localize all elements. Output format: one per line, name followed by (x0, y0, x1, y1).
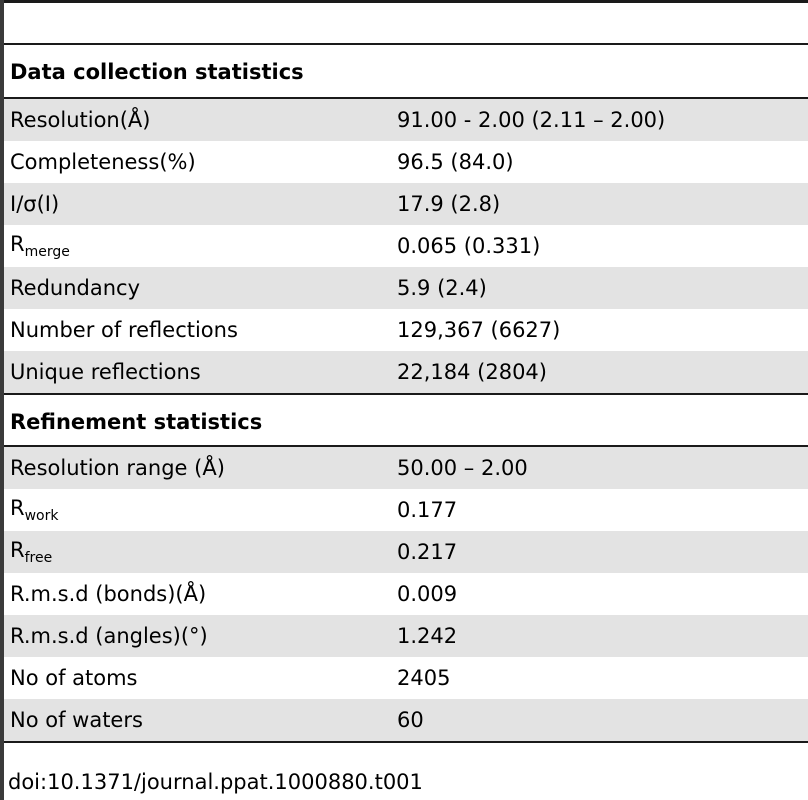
row-label-text: R (10, 496, 25, 520)
row-label-text: R.m.s.d (angles)(°) (10, 624, 208, 648)
row-value: 5.9 (2.4) (397, 276, 487, 300)
table-row: Rwork 0.177 (4, 489, 808, 531)
statistics-table: Data collection statistics Resolution(Å)… (4, 45, 808, 743)
row-value: 0.177 (397, 498, 458, 522)
row-label-text: R (10, 232, 25, 256)
row-label: Resolution(Å) (4, 108, 397, 132)
row-label-text: Redundancy (10, 276, 140, 300)
table-row: R.m.s.d (angles)(°) 1.242 (4, 615, 808, 657)
left-border (0, 0, 4, 800)
section-title-refinement: Refinement statistics (4, 393, 808, 447)
row-label-text: Number of reflections (10, 318, 238, 342)
table-row: Resolution(Å) 91.00 - 2.00 (2.11 – 2.00) (4, 99, 808, 141)
row-label: I/σ(I) (4, 192, 397, 216)
row-label-text: I/σ(I) (10, 192, 60, 216)
table-row: Unique reflections 22,184 (2804) (4, 351, 808, 393)
row-label-text: Resolution range (Å) (10, 456, 225, 480)
table-row: I/σ(I) 17.9 (2.8) (4, 183, 808, 225)
table-row: R.m.s.d (bonds)(Å) 0.009 (4, 573, 808, 615)
row-label: Resolution range (Å) (4, 456, 397, 480)
row-label: No of waters (4, 708, 397, 732)
section-title-data-collection: Data collection statistics (4, 45, 808, 99)
row-label: No of atoms (4, 666, 397, 690)
row-label: Redundancy (4, 276, 397, 300)
table-row: Rmerge 0.065 (0.331) (4, 225, 808, 267)
row-label-text: No of waters (10, 708, 143, 732)
table-row: Completeness(%) 96.5 (84.0) (4, 141, 808, 183)
row-label-text: R.m.s.d (bonds)(Å) (10, 582, 207, 606)
row-label-subscript: free (24, 550, 53, 566)
row-label: Rfree (4, 538, 397, 566)
top-rule (4, 0, 808, 3)
table-row: Number of reflections 129,367 (6627) (4, 309, 808, 351)
row-value: 91.00 - 2.00 (2.11 – 2.00) (397, 108, 666, 132)
row-value: 50.00 – 2.00 (397, 456, 528, 480)
table-row: No of waters 60 (4, 699, 808, 741)
section-data-collection: Resolution(Å) 91.00 - 2.00 (2.11 – 2.00) C… (4, 99, 808, 393)
row-label: Unique reflections (4, 360, 397, 384)
row-label-text: Completeness(%) (10, 150, 196, 174)
section-refinement: Resolution range (Å) 50.00 – 2.00 Rwork 0.1… (4, 447, 808, 741)
row-label: Rmerge (4, 232, 397, 260)
row-label-subscript: work (24, 508, 59, 524)
table-row: Redundancy 5.9 (2.4) (4, 267, 808, 309)
header-rule (4, 43, 808, 45)
table-row: Rfree 0.217 (4, 531, 808, 573)
row-label: Completeness(%) (4, 150, 397, 174)
row-value: 1.242 (397, 624, 458, 648)
row-value: 129,367 (6627) (397, 318, 561, 342)
bottom-rule (4, 741, 808, 743)
table-row: No of atoms 2405 (4, 657, 808, 699)
row-value: 22,184 (2804) (397, 360, 547, 384)
row-value: 0.217 (397, 540, 458, 564)
row-label: R.m.s.d (angles)(°) (4, 624, 397, 648)
row-label-text: No of atoms (10, 666, 138, 690)
doi-caption: doi:10.1371/journal.ppat.1000880.t001 (8, 770, 423, 794)
row-value: 60 (397, 708, 424, 732)
row-value: 0.065 (0.331) (397, 234, 541, 258)
row-label: Rwork (4, 496, 397, 524)
table-row: Resolution range (Å) 50.00 – 2.00 (4, 447, 808, 489)
row-value: 0.009 (397, 582, 458, 606)
row-label: R.m.s.d (bonds)(Å) (4, 582, 397, 606)
row-value: 2405 (397, 666, 451, 690)
row-label-text: R (10, 538, 25, 562)
row-value: 96.5 (84.0) (397, 150, 514, 174)
row-label-text: Unique reflections (10, 360, 201, 384)
row-label-text: Resolution(Å) (10, 108, 151, 132)
row-label: Number of reflections (4, 318, 397, 342)
row-label-subscript: merge (24, 244, 70, 260)
row-value: 17.9 (2.8) (397, 192, 501, 216)
